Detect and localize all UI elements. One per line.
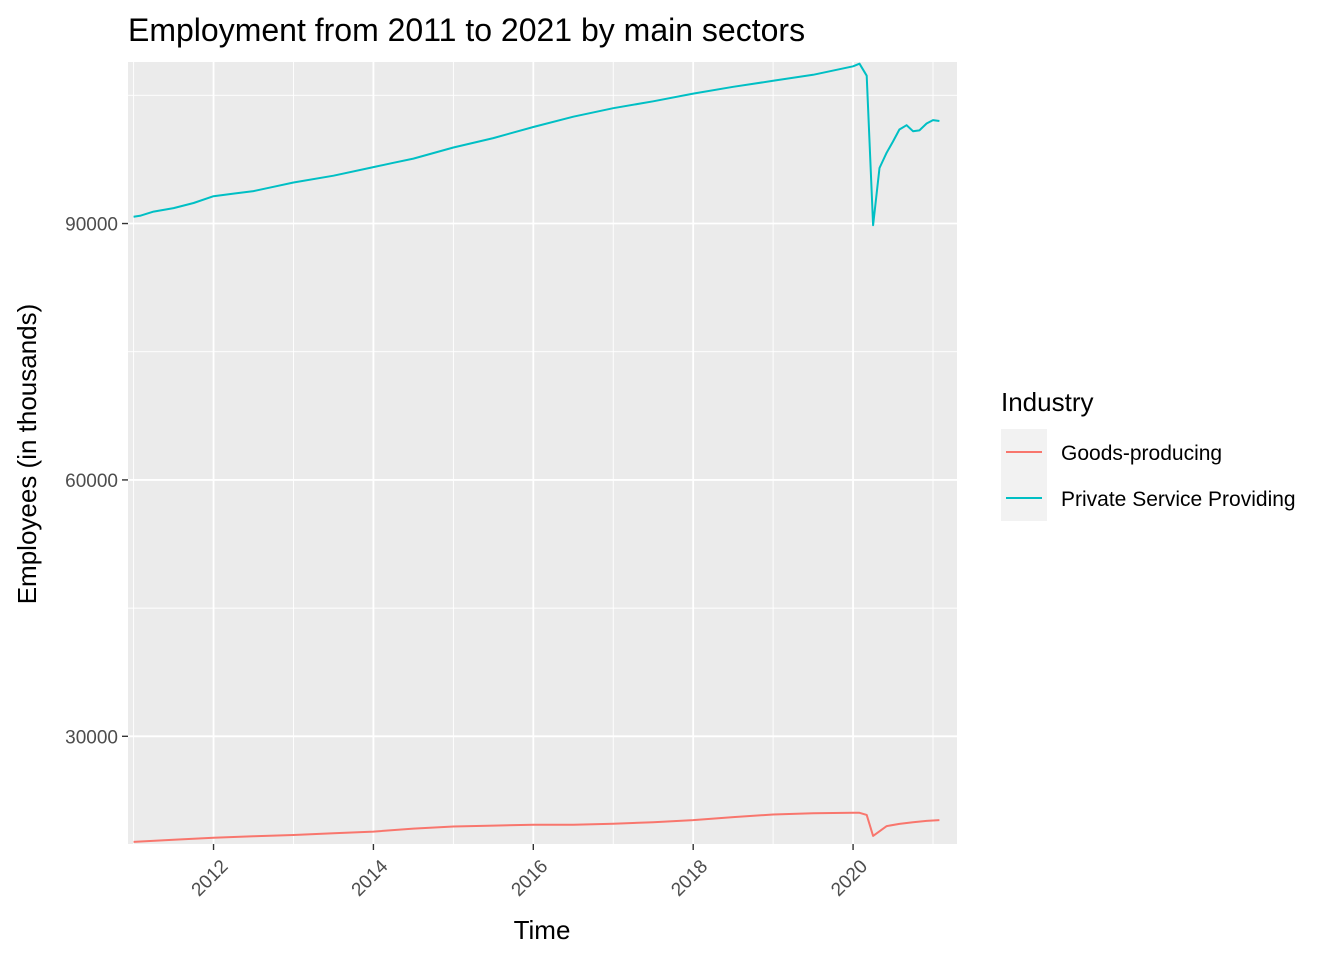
x-tick-label: 2018 xyxy=(667,856,712,901)
legend-label-goods-producing: Goods-producing xyxy=(1061,442,1222,465)
x-tick-label: 2014 xyxy=(348,856,393,901)
chart-title: Employment from 2011 to 2021 by main sec… xyxy=(128,12,805,48)
series-line-private-service-providing xyxy=(133,62,940,227)
y-axis-title: Employees (in thousands) xyxy=(12,304,42,605)
y-tick-label: 90000 xyxy=(65,215,118,236)
y-axis: 30000 60000 90000 xyxy=(65,215,128,748)
y-tick-label: 30000 xyxy=(65,727,118,748)
series-line-goods-producing xyxy=(133,811,940,843)
x-axis: 2012 2014 2016 2018 2020 xyxy=(188,844,872,901)
x-tick-label: 2012 xyxy=(188,856,233,901)
x-axis-title: Time xyxy=(514,915,571,945)
x-tick-label: 2020 xyxy=(827,856,872,901)
legend-entries: Goods-producing Private Service Providing xyxy=(1001,429,1296,521)
plot-panel xyxy=(128,62,957,844)
grid-minor xyxy=(128,62,957,844)
legend-title: Industry xyxy=(1001,387,1094,417)
legend: Industry Goods-producing Private Service … xyxy=(1001,387,1296,521)
y-tick-label: 60000 xyxy=(65,471,118,492)
x-tick-label: 2016 xyxy=(508,856,553,901)
legend-label-private-service-providing: Private Service Providing xyxy=(1061,488,1296,511)
grid-major xyxy=(128,62,957,844)
series-lines xyxy=(133,62,940,843)
